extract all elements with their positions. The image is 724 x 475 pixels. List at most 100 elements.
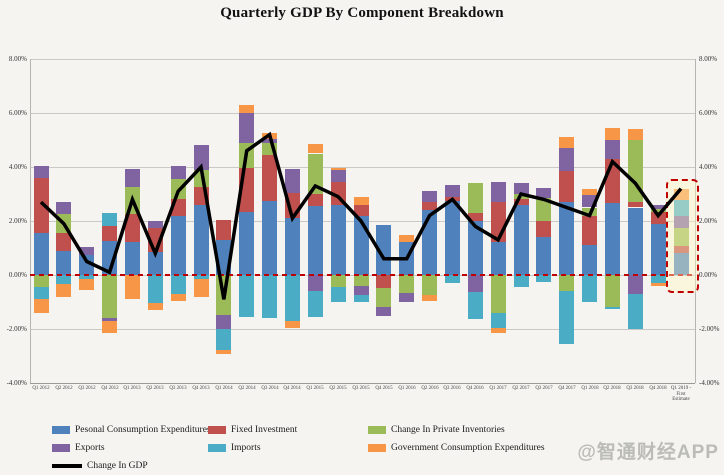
bar-segment	[491, 241, 506, 275]
bar-segment	[239, 113, 254, 143]
x-axis-label: Q2 2016	[421, 386, 439, 391]
legend-line-swatch	[52, 464, 82, 468]
bar-segment	[445, 196, 460, 202]
bar-segment	[468, 183, 483, 213]
bar-segment	[194, 204, 209, 275]
legend-item: Government Consumption Expenditures	[368, 442, 545, 454]
bar-segment	[171, 165, 186, 180]
bar-segment	[514, 199, 529, 205]
bar-segment	[514, 194, 529, 200]
bar-segment	[651, 208, 666, 212]
bar-segment	[536, 275, 551, 282]
x-axis-label: Q3 2018	[626, 386, 644, 391]
bar-segment	[148, 251, 163, 275]
bar-segment	[491, 313, 506, 329]
bar-segment	[56, 233, 71, 251]
bar-segment	[262, 201, 277, 275]
bar-segment	[102, 318, 117, 321]
legend-label: Fixed Investment	[231, 425, 298, 435]
x-axis-label: Q3 2014	[261, 386, 279, 391]
legend-label: Change In GDP	[87, 461, 148, 471]
bar-segment	[536, 188, 551, 199]
bar-segment	[514, 275, 529, 287]
zero-dashed-line	[30, 274, 695, 276]
bar-segment	[628, 275, 643, 294]
x-axis-label: Q2 2012	[55, 386, 73, 391]
bar-segment	[491, 201, 506, 242]
bar-segment	[216, 239, 231, 275]
bar-segment	[605, 127, 620, 140]
bar-segment	[399, 235, 414, 243]
bar-segment	[262, 138, 277, 143]
bar-segment	[514, 183, 529, 194]
bar-segment	[308, 206, 323, 275]
bar-segment	[262, 275, 277, 319]
bar-segment	[308, 291, 323, 317]
gridline	[30, 59, 695, 60]
bar-segment	[262, 142, 277, 156]
bar-segment	[194, 279, 209, 297]
bar-segment	[331, 287, 346, 302]
bar-segment	[376, 288, 391, 308]
bar-segment	[354, 275, 369, 286]
bar-segment	[536, 198, 551, 221]
legend-color-swatch	[368, 426, 386, 434]
bar-segment	[354, 285, 369, 295]
bar-segment	[79, 254, 94, 275]
bar-segment	[559, 137, 574, 149]
x-axis-label: Q4 2015	[375, 386, 393, 391]
bar-segment	[148, 302, 163, 310]
bar-segment	[331, 181, 346, 205]
x-axis-label: Q3 2012	[78, 386, 96, 391]
bar-segment	[354, 204, 369, 216]
bar-segment	[308, 153, 323, 194]
gridline	[30, 329, 695, 330]
x-axis-label: Q4 2014	[283, 386, 301, 391]
bar-segment	[216, 275, 231, 315]
bar-segment	[308, 275, 323, 292]
bar-segment	[399, 275, 414, 294]
bar-segment	[331, 169, 346, 182]
bar-segment	[605, 140, 620, 159]
legend-color-swatch	[208, 444, 226, 452]
bar-segment	[56, 202, 71, 215]
bar-segment	[628, 207, 643, 275]
bar-segment	[354, 196, 369, 205]
bar-segment	[582, 207, 597, 216]
bar-segment	[445, 201, 460, 275]
bar-segment	[239, 212, 254, 275]
legend-color-swatch	[208, 426, 226, 434]
bar-segment	[514, 204, 529, 275]
bar-segment	[102, 275, 117, 319]
bar-segment	[34, 275, 49, 288]
bar-segment	[34, 299, 49, 313]
bar-segment	[285, 320, 300, 328]
bar-segment	[376, 275, 391, 289]
watermark: @智通财经APP	[577, 442, 719, 463]
highlight-box-q1-2019	[666, 179, 699, 293]
bar-segment	[491, 328, 506, 333]
legend-label: Government Consumption Expenditures	[391, 443, 545, 453]
bar-segment	[56, 284, 71, 297]
x-axis-label: Q2 2015	[329, 386, 347, 391]
y-axis-label-left: 8.00%	[8, 55, 27, 63]
x-axis-label: Q3 2017	[535, 386, 553, 391]
bar-segment	[605, 275, 620, 308]
bar-segment	[628, 202, 643, 208]
x-axis-label: Q3 2013	[169, 386, 187, 391]
bar-segment	[34, 165, 49, 178]
x-axis-label: Q3 2016	[443, 386, 461, 391]
bar-segment	[628, 140, 643, 203]
legend-item: Imports	[208, 442, 261, 454]
bar-segment	[628, 293, 643, 329]
bar-segment	[536, 237, 551, 275]
bar-segment	[445, 275, 460, 284]
bar-segment	[399, 242, 414, 275]
bar-segment	[102, 226, 117, 242]
x-axis-label: Q2 2014	[238, 386, 256, 391]
x-axis-label: Q4 2012	[101, 386, 119, 391]
chart-title: Quarterly GDP By Component Breakdown	[220, 5, 504, 21]
bar-segment	[285, 193, 300, 219]
bar-segment	[56, 214, 71, 234]
x-axis-label: Q2 2017	[512, 386, 530, 391]
